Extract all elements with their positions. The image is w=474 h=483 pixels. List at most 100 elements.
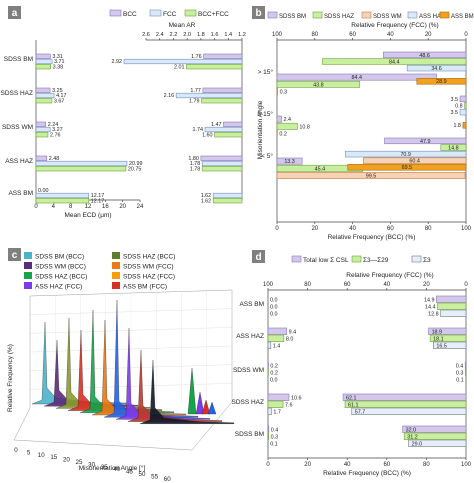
data-label-a-left-s1-c2: 3.27 (52, 127, 63, 133)
tick-label-c-3: 15 (50, 454, 57, 461)
tick-label-d-top-0: 100 (263, 282, 274, 288)
data-label-a-right-s2-c0: 2.01 (174, 64, 185, 70)
bar-d-fcc-s2-c1 (433, 341, 467, 349)
bar-b-bcc-s0-c0 (276, 73, 437, 81)
legend-label-b-0: SDSS BM (279, 14, 306, 20)
data-label-b-bcc-s1-c0: 43.8 (313, 82, 324, 88)
bar-d-bcc-s0-c1 (267, 327, 287, 335)
data-label-a-right-s2-c4: 1.62 (201, 198, 212, 204)
bar-a-left-s0-c1 (35, 87, 51, 93)
data-label-a-left-s0-c1: 3.25 (52, 88, 63, 94)
legend-label-c-2-0: SDSS HAZ (BCC) (35, 274, 87, 281)
legend-label-a-1: FCC (163, 11, 177, 18)
tick-label-a-left-3: 12 (85, 204, 92, 210)
bar-a-right-s2-c4 (212, 198, 243, 204)
data-label-b-fcc-s1-c1: 0.8 (455, 103, 463, 109)
bar-d-fcc-s0-c0 (436, 295, 467, 303)
bar-b-fcc-s1-c1 (464, 102, 467, 109)
data-label-d-fcc-s0-c2: 0.4 (456, 363, 464, 369)
tick-label-a-right-0: 2.6 (142, 32, 150, 38)
legend-swatch-a-2 (184, 9, 197, 17)
legend-swatch-c-0-1 (112, 252, 120, 259)
category-a-4: ASS BM (8, 190, 33, 197)
data-label-d-fcc-s1-c4: 31.2 (407, 434, 418, 440)
bar-a-left-s1-c3 (35, 160, 128, 167)
tick-label-a-right-6: 1.4 (224, 32, 232, 38)
data-label-d-bcc-s1-c2: 0.2 (270, 370, 278, 376)
legend-label-d-2: Σ3 (423, 257, 431, 264)
bar-a-left-s0-c0 (35, 53, 51, 59)
tick-label-a-left-5: 20 (119, 204, 126, 210)
tick-label-d-top-4: 20 (423, 282, 430, 288)
tick-label-c-6: 30 (88, 461, 95, 468)
bar-d-fcc-s1-c0 (437, 302, 467, 310)
data-label-d-bcc-s2-c1: 1.4 (273, 343, 281, 349)
bar-d-bcc-s1-c1 (267, 334, 285, 342)
data-label-a-right-s0-c0: 1.76 (191, 54, 202, 60)
data-label-b-bcc-s2-c0: 0.3 (280, 90, 288, 96)
tick-label-b-top-3: 40 (387, 32, 394, 38)
tick-label-b-bottom-2: 40 (349, 226, 356, 232)
data-label-d-fcc-s1-c3: 61.1 (348, 402, 359, 408)
data-label-a-right-s1-c0: 2.92 (112, 59, 123, 65)
data-label-a-left-s2-c4: 12.17 (91, 198, 105, 204)
tick-label-a-right-3: 2.0 (183, 32, 191, 38)
waterfall-series-c-9 (139, 359, 235, 424)
category-d-0: ASS BM (239, 301, 264, 308)
bar-d-bcc-s1-c4 (267, 432, 269, 440)
legend-swatch-d-2 (411, 255, 422, 263)
xlabel-a-left: Mean ECD (μm) (64, 212, 111, 219)
data-label-d-bcc-s1-c3: 7.6 (285, 402, 293, 408)
tick-label-b-bottom-5: 100 (461, 226, 472, 232)
data-label-d-bcc-s0-c4: 0.4 (271, 427, 279, 433)
data-label-b-bcc-s2-c2: 99.5 (366, 174, 377, 180)
legend-swatch-b-0 (267, 11, 278, 19)
bar-b-fcc-s4-c0 (416, 78, 467, 85)
data-label-a-left-s0-c2: 2.24 (48, 122, 59, 128)
bar-a-left-s0-c3 (35, 155, 48, 161)
tick-label-d-bottom-1: 20 (304, 462, 311, 468)
bar-d-fcc-s0-c2 (464, 361, 467, 369)
tick-label-d-bottom-5: 100 (461, 462, 472, 468)
data-label-d-fcc-s1-c1: 18.1 (433, 336, 444, 342)
bar-d-fcc-s0-c3 (342, 393, 467, 401)
category-d-2: SDSS WM (233, 367, 264, 374)
data-label-b-fcc-s3-c2: 60.4 (409, 159, 420, 165)
tick-label-d-bottom-3: 60 (383, 462, 390, 468)
data-label-b-bcc-s0-c0: 84.4 (352, 75, 363, 81)
data-label-d-fcc-s0-c0: 14.9 (424, 297, 435, 303)
tick-label-c-5: 25 (76, 459, 83, 466)
panel-label-box-a (8, 6, 21, 19)
data-label-a-right-s1-c4: 1.62 (201, 193, 212, 199)
bar-b-fcc-s2-c0 (406, 64, 467, 72)
legend-swatch-c-1-1 (112, 262, 120, 269)
tick-label-d-top-5: 0 (464, 282, 468, 288)
data-label-d-bcc-s2-c2: 0.0 (270, 377, 278, 383)
data-label-a-left-s2-c2: 2.76 (50, 132, 61, 138)
tick-label-a-right-7: 1.2 (238, 32, 246, 38)
bar-b-fcc-s0-c1 (459, 95, 467, 103)
panel-label-box-d (252, 250, 265, 263)
bar-b-fcc-s4-c1 (462, 122, 467, 129)
category-d-3: SDSS HAZ (231, 399, 264, 406)
tick-label-c-11: 55 (151, 473, 158, 480)
legend-swatch-c-1-0 (24, 262, 32, 269)
bar-a-right-s1-c4 (212, 192, 243, 199)
category-d-4: SDSS BM (235, 431, 264, 438)
legend-label-c-3-0: ASS HAZ (FCC) (35, 284, 82, 291)
category-b-1: 5-15° (257, 110, 273, 118)
data-label-a-right-s2-c2: 1.60 (202, 132, 213, 138)
data-label-b-fcc-s2-c1: 3.5 (451, 110, 459, 116)
bar-d-fcc-s1-c3 (344, 400, 467, 408)
data-label-a-left-s1-c3: 20.99 (129, 161, 143, 167)
data-label-d-bcc-s0-c2: 0.2 (270, 363, 278, 369)
bar-a-left-s1-c4 (35, 192, 90, 199)
data-label-d-fcc-s1-c0: 14.4 (425, 304, 436, 310)
tick-label-b-bottom-1: 20 (311, 226, 318, 232)
data-label-b-bcc-s1-c2: 45.4 (315, 166, 326, 172)
tick-label-b-bottom-0: 0 (275, 226, 279, 232)
tick-label-c-4: 20 (63, 457, 70, 464)
data-label-d-fcc-s0-c4: 32.0 (406, 427, 417, 433)
tick-label-a-right-2: 2.2 (170, 32, 178, 38)
